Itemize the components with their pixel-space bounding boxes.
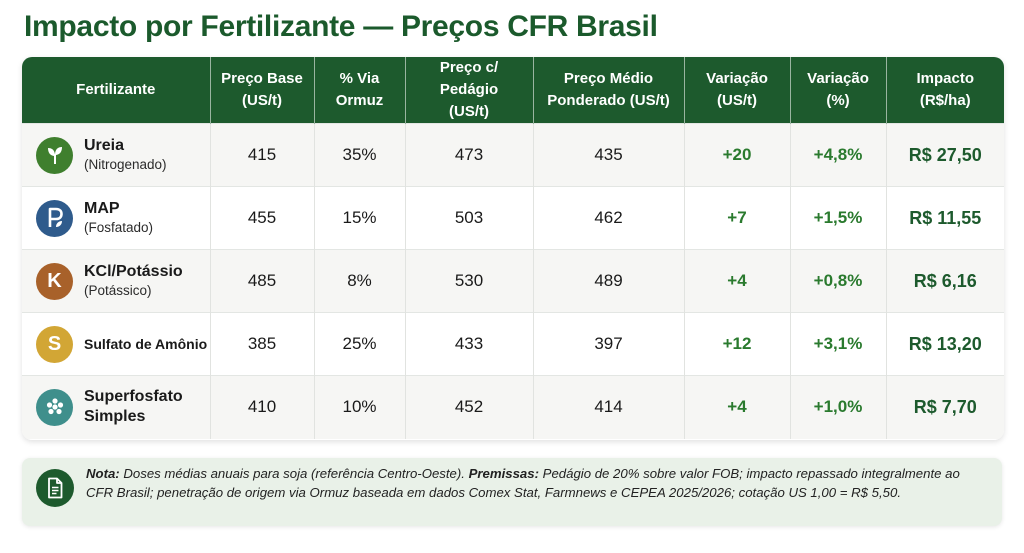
variacao-pct-cell: +1,0%: [790, 375, 887, 439]
fertilizer-type: (Potássico): [84, 283, 152, 298]
table-row: MAP (Fosfatado) 455 15% 503 462 +7 +1,5%…: [22, 186, 1004, 250]
header-via-ormuz: % Via Ormuz: [314, 57, 406, 124]
fertilizer-cell: MAP (Fosfatado): [22, 186, 211, 250]
fertilizer-type: (Nitrogenado): [84, 157, 167, 172]
preco-base-cell: 455: [210, 186, 315, 250]
impacto-cell: R$ 7,70: [913, 396, 977, 417]
via-ormuz-cell: 8%: [314, 249, 406, 313]
preco-base-cell: 485: [210, 249, 315, 313]
preco-medio-cell: 489: [533, 249, 685, 313]
header-preco-pedagio: Preço c/ Pedágio (US/t): [405, 57, 534, 124]
impacto-cell: R$ 27,50: [908, 144, 982, 165]
impacto-cell: R$ 6,16: [913, 270, 977, 291]
table-row: Superfosfato Simples 410 10% 452 414 +4 …: [22, 375, 1004, 439]
granules-icon: [36, 388, 73, 426]
fertilizer-name-line2: Simples: [84, 408, 146, 426]
variacao-pct-cell: +0,8%: [790, 249, 887, 313]
note-body-2: Pedágio de 20% sobre valor FOB; impacto …: [86, 466, 960, 500]
fertilizer-cell: S Sulfato de Amônio: [22, 312, 211, 376]
via-ormuz-cell: 35%: [314, 123, 406, 187]
fertilizer-name: Ureia: [84, 137, 125, 154]
fertilizer-cell: K KCl/Potássio (Potássico): [22, 249, 211, 313]
variacao-us-cell: +4: [684, 249, 791, 313]
leaf-icon: [36, 136, 73, 174]
fertilizer-type: (Fosfatado): [84, 220, 154, 235]
fertilizer-name: KCl/Potássio: [84, 263, 183, 280]
fertilizer-name: Superfosfato: [84, 388, 183, 406]
preco-pedagio-cell: 530: [405, 249, 534, 313]
fertilizer-impact-table: Fertilizante Preço Base (US/t) % Via Ormuz…: [22, 57, 1004, 440]
header-variacao-us: Variação (US/t): [684, 57, 791, 124]
preco-medio-cell: 435: [533, 123, 685, 187]
impacto-cell: R$ 13,20: [908, 333, 982, 354]
note-body-1: Doses médias anuais para soja (referênci…: [119, 466, 469, 481]
fertilizer-cell: Ureia (Nitrogenado): [22, 123, 211, 187]
variacao-us-cell: +7: [684, 186, 791, 250]
preco-pedagio-cell: 503: [405, 186, 534, 250]
preco-pedagio-cell: 433: [405, 312, 534, 376]
premissas-label: Premissas:: [468, 466, 539, 481]
preco-base-cell: 410: [210, 375, 315, 439]
variacao-pct-cell: +3,1%: [790, 312, 887, 376]
phosphate-p-icon: [36, 199, 73, 237]
preco-medio-cell: 414: [533, 375, 685, 439]
fertilizer-cell: Superfosfato Simples: [22, 375, 211, 439]
preco-base-cell: 385: [210, 312, 315, 376]
table-row: S Sulfato de Amônio 385 25% 433 397 +12 …: [22, 312, 1004, 376]
preco-pedagio-cell: 473: [405, 123, 534, 187]
sulfur-s-icon: S: [36, 325, 73, 363]
document-icon: [36, 469, 74, 507]
via-ormuz-cell: 15%: [314, 186, 406, 250]
note-box: Nota: Doses médias anuais para soja (ref…: [22, 458, 1002, 526]
variacao-us-cell: +12: [684, 312, 791, 376]
table-header-row: Fertilizante Preço Base (US/t) % Via Ormuz…: [22, 57, 1004, 124]
via-ormuz-cell: 10%: [314, 375, 406, 439]
fertilizer-name: MAP: [84, 200, 120, 217]
preco-base-cell: 415: [210, 123, 315, 187]
table-row: K KCl/Potássio (Potássico) 485 8% 530 48…: [22, 249, 1004, 313]
fertilizer-name: Sulfato de Amônio: [84, 336, 208, 352]
table-row: Ureia (Nitrogenado) 415 35% 473 435 +20 …: [22, 123, 1004, 187]
header-variacao-pct: Variação (%): [790, 57, 887, 124]
variacao-pct-cell: +4,8%: [790, 123, 887, 187]
variacao-us-cell: +20: [684, 123, 791, 187]
header-preco-base: Preço Base (US/t): [210, 57, 315, 124]
preco-medio-cell: 397: [533, 312, 685, 376]
note-label: Nota:: [86, 466, 120, 481]
page-title: Impacto por Fertilizante — Preços CFR Br…: [24, 10, 658, 43]
note-text: Nota: Doses médias anuais para soja (ref…: [86, 464, 986, 502]
via-ormuz-cell: 25%: [314, 312, 406, 376]
header-impacto: Impacto (R$/ha): [886, 57, 1004, 124]
preco-medio-cell: 462: [533, 186, 685, 250]
potassium-k-icon: K: [36, 262, 73, 300]
header-fertilizante: Fertilizante: [22, 57, 211, 124]
variacao-pct-cell: +1,5%: [790, 186, 887, 250]
variacao-us-cell: +4: [684, 375, 791, 439]
impacto-cell: R$ 11,55: [909, 207, 982, 228]
preco-pedagio-cell: 452: [405, 375, 534, 439]
header-preco-medio: Preço Médio Ponderado (US/t): [533, 57, 685, 124]
